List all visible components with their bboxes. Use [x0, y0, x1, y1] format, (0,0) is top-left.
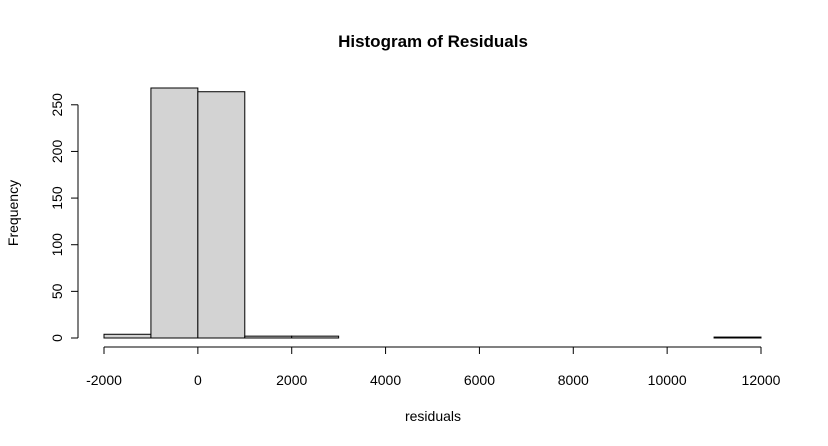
y-tick-label: 250: [49, 93, 65, 117]
x-tick-label: 6000: [464, 372, 495, 388]
y-tick-label: 50: [49, 283, 65, 299]
histogram-bar-4: [291, 335, 340, 339]
y-tick-label: 0: [49, 334, 65, 342]
x-tick-label: 0: [194, 372, 202, 388]
bars-group: [103, 87, 762, 339]
histogram-bar-3: [244, 335, 293, 339]
x-tick-label: 2000: [276, 372, 307, 388]
x-tick-label: 8000: [558, 372, 589, 388]
chart-title: Histogram of Residuals: [338, 32, 528, 51]
x-tick-label: 12000: [742, 372, 781, 388]
histogram-bar-0: [103, 333, 152, 339]
y-tick-label: 200: [49, 140, 65, 164]
y-axis-label: Frequency: [5, 180, 21, 246]
histogram-bar-13: [713, 336, 762, 339]
histogram-bar-1: [150, 87, 199, 339]
y-tick-label: 100: [49, 233, 65, 257]
x-axis: -2000 0 2000 4000 6000 8000 10000 12000: [86, 346, 781, 388]
x-tick-label: 4000: [370, 372, 401, 388]
x-tick-label: -2000: [86, 372, 122, 388]
histogram-bar-2: [197, 91, 246, 339]
x-axis-label: residuals: [405, 408, 461, 424]
y-axis: 0 50 100 150 200 250: [49, 93, 79, 342]
x-tick-label: 10000: [648, 372, 687, 388]
y-tick-label: 150: [49, 186, 65, 210]
